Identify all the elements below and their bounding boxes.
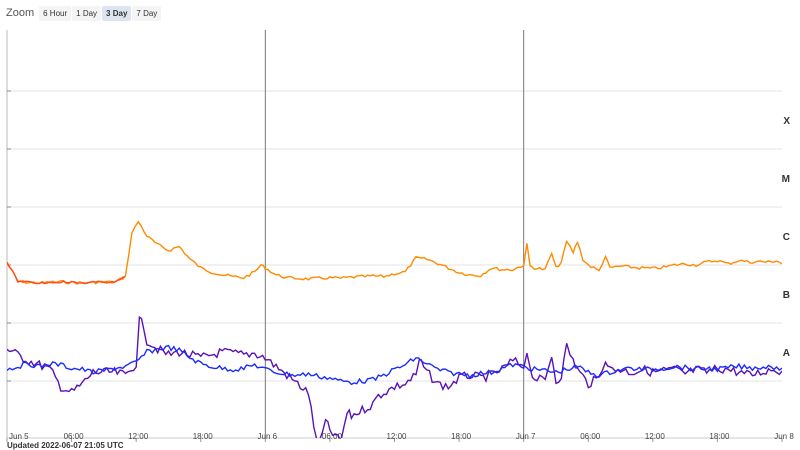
zoom-6-hour-button[interactable]: 6 Hour	[39, 5, 72, 21]
zoom-1-day-button[interactable]: 1 Day	[72, 5, 102, 21]
zoom-7-day-button[interactable]: 7 Day	[132, 5, 162, 21]
x-tick-label: 06:00	[64, 432, 85, 441]
series-line	[7, 220, 782, 285]
x-tick-label: 12:00	[386, 432, 407, 441]
updated-timestamp: Updated 2022-06-07 21:05 UTC	[7, 441, 124, 450]
flux-level-label: M	[782, 174, 790, 185]
flux-level-label: X	[783, 116, 790, 127]
series-line	[7, 315, 782, 438]
flux-level-label: B	[783, 290, 790, 301]
x-tick-label: Jun 7	[516, 432, 536, 441]
x-tick-label: 12:00	[645, 432, 666, 441]
zoom-control: Zoom 6 Hour 1 Day 3 Day 7 Day	[6, 4, 162, 22]
x-tick-label: Jun 6	[258, 432, 278, 441]
x-tick-label: 18:00	[193, 432, 214, 441]
x-tick-label: Jun 5	[9, 432, 29, 441]
x-tick-label: Jun 8	[774, 432, 794, 441]
x-tick-label: 18:00	[709, 432, 730, 441]
x-tick-label: 18:00	[451, 432, 472, 441]
x-tick-label: 06:00	[322, 432, 343, 441]
flux-level-label: A	[783, 348, 790, 359]
x-tick-label: 12:00	[128, 432, 149, 441]
x-tick-label: 06:00	[580, 432, 601, 441]
series-line	[7, 344, 782, 386]
series-line-early-segment	[7, 261, 126, 285]
flux-level-label: C	[783, 232, 790, 243]
zoom-3-day-button[interactable]: 3 Day	[102, 5, 132, 21]
zoom-label: Zoom	[6, 7, 35, 19]
